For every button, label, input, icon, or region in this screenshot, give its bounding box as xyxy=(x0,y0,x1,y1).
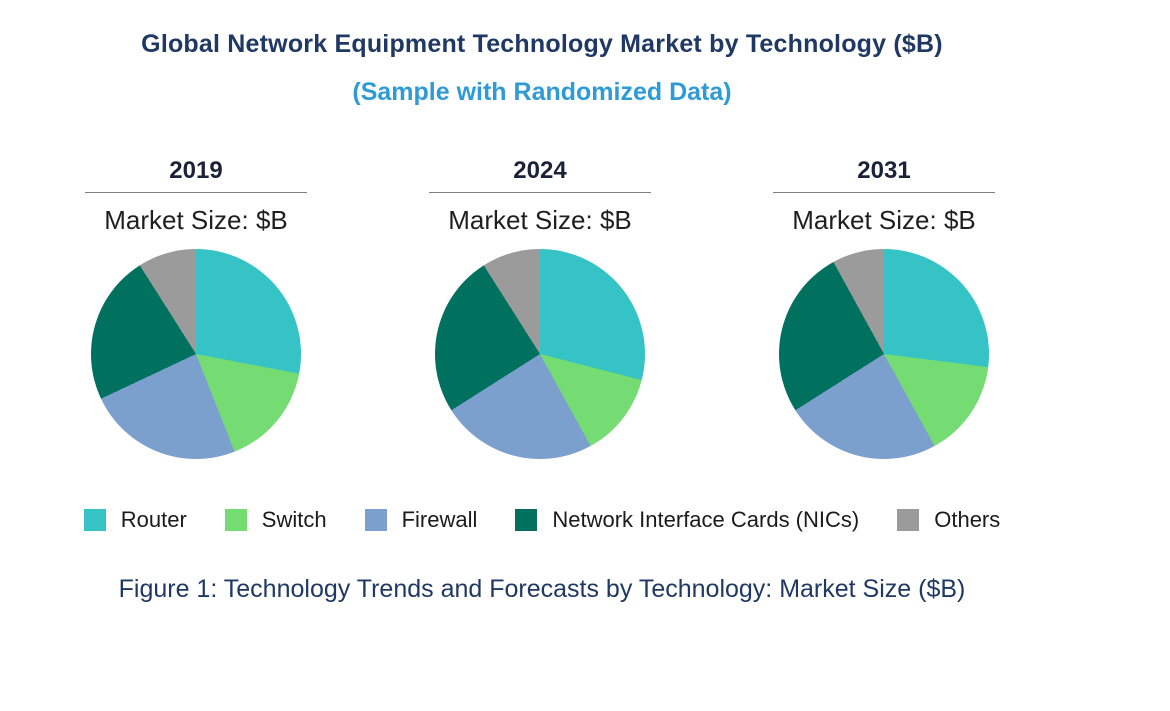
legend-item-switch: Switch xyxy=(224,507,327,533)
legend-item-firewall: Firewall xyxy=(364,507,478,533)
legend-item-router: Router xyxy=(83,507,187,533)
legend-swatch-nics xyxy=(515,509,538,531)
market-size-label-2024: Market Size: $B xyxy=(448,205,632,235)
legend-swatch-router xyxy=(83,509,106,531)
year-underline-2024: 2024 xyxy=(429,157,651,193)
pie-column-2024: 2024 Market Size: $B xyxy=(368,157,712,459)
market-size-label-2019: Market Size: $B xyxy=(104,205,288,235)
legend-label-nics: Network Interface Cards (NICs) xyxy=(552,507,860,532)
chart-content: Global Network Equipment Technology Mark… xyxy=(0,30,1084,603)
chart-subtitle: (Sample with Randomized Data) xyxy=(352,78,732,106)
market-size-label-2031: Market Size: $B xyxy=(792,205,976,235)
year-underline-2019: 2019 xyxy=(85,157,307,193)
legend-item-nics: Network Interface Cards (NICs) xyxy=(515,507,859,533)
legend-label-others: Others xyxy=(934,507,1001,532)
pie-column-2019: 2019 Market Size: $B xyxy=(24,157,368,459)
year-label-2024: 2024 xyxy=(513,157,567,184)
legend-label-switch: Switch xyxy=(261,507,327,532)
legend-swatch-switch xyxy=(224,509,247,531)
legend-label-firewall: Firewall xyxy=(401,507,478,532)
legend-label-router: Router xyxy=(120,507,187,532)
figure-caption: Figure 1: Technology Trends and Forecast… xyxy=(118,575,966,603)
legend: Router Switch Firewall Network Interface… xyxy=(0,507,1084,533)
year-label-2019: 2019 xyxy=(169,157,223,184)
chart-title: Global Network Equipment Technology Mark… xyxy=(141,30,943,58)
pie-chart-2024 xyxy=(435,249,645,459)
pie-column-2031: 2031 Market Size: $B xyxy=(712,157,1056,459)
legend-swatch-others xyxy=(897,509,920,531)
year-underline-2031: 2031 xyxy=(773,157,995,193)
pie-charts-row: 2019 Market Size: $B 2024 Market Size: $… xyxy=(24,157,1056,459)
pie-chart-2031 xyxy=(779,249,989,459)
year-label-2031: 2031 xyxy=(857,157,911,184)
legend-swatch-firewall xyxy=(364,509,387,531)
legend-item-others: Others xyxy=(897,507,1000,533)
pie-chart-2019 xyxy=(91,249,301,459)
